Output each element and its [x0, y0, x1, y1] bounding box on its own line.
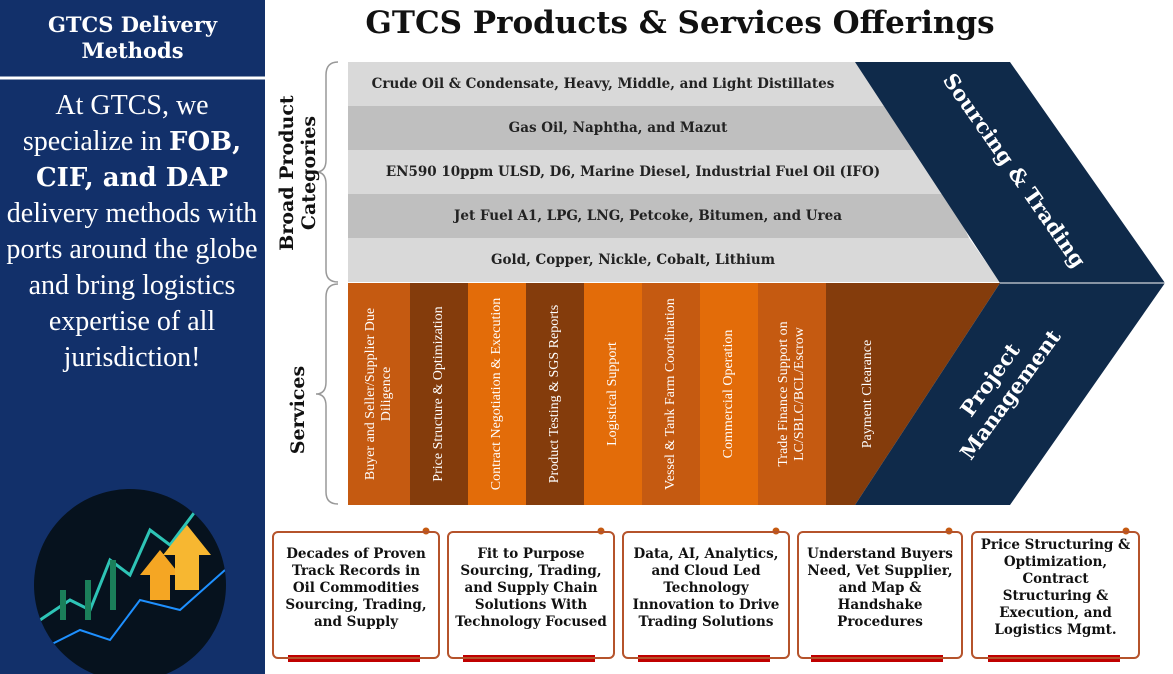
page-title: GTCS Products & Services Offerings	[365, 5, 995, 41]
sidebar-body: At GTCS, we specialize in FOB, CIF, and …	[4, 88, 260, 448]
service: Price Structure & Optimization	[431, 306, 446, 482]
product-category: Jet Fuel A1, LPG, LNG, Petcoke, Bitumen,…	[454, 208, 842, 224]
product-rows	[348, 62, 1000, 282]
product-category: EN590 10ppm ULSD, D6, Marine Diesel, Ind…	[385, 164, 881, 180]
value-card: Price Structuring & Optimization, Contra…	[971, 531, 1140, 659]
brackets	[315, 61, 339, 505]
value-card: Understand Buyers Need, Vet Supplier, an…	[797, 531, 963, 659]
market-image	[34, 489, 226, 674]
service: Trade Finance Support on LC/SBLC/BCL/Esc…	[776, 321, 807, 467]
service: Buyer and Seller/Supplier Due Diligence	[363, 307, 394, 481]
service: Product Testing & SGS Reports	[547, 304, 562, 484]
product-category: Gas Oil, Naphtha, and Mazut	[508, 120, 728, 136]
service: Vessel & Tank Farm Coordination	[663, 298, 678, 490]
service: Payment Clearance	[860, 339, 875, 449]
value-card: Decades of Proven Track Records in Oil C…	[272, 531, 440, 659]
product-category: Crude Oil & Condensate, Heavy, Middle, a…	[371, 76, 835, 92]
product-category: Gold, Copper, Nickle, Cobalt, Lithium	[490, 252, 775, 268]
value-card: Fit to Purpose Sourcing, Trading, and Su…	[447, 531, 615, 659]
sidebar-intro: At GTCS, we specialize in	[22, 90, 209, 157]
services-label: Services	[287, 365, 309, 455]
service: Commercial Operation	[721, 329, 736, 459]
service: Logistical Support	[605, 342, 620, 446]
service: Contract Negotiation & Execution	[489, 297, 504, 491]
sidebar-rest: delivery methods with ports around the g…	[6, 198, 258, 373]
products-label: Broad Product Categories	[276, 95, 320, 251]
value-card: Data, AI, Analytics, and Cloud Led Techn…	[622, 531, 790, 659]
service-columns	[348, 283, 826, 505]
sidebar-title: GTCS Delivery Methods	[47, 12, 218, 63]
sidebar-bold: FOB, CIF, and DAP	[35, 127, 242, 193]
